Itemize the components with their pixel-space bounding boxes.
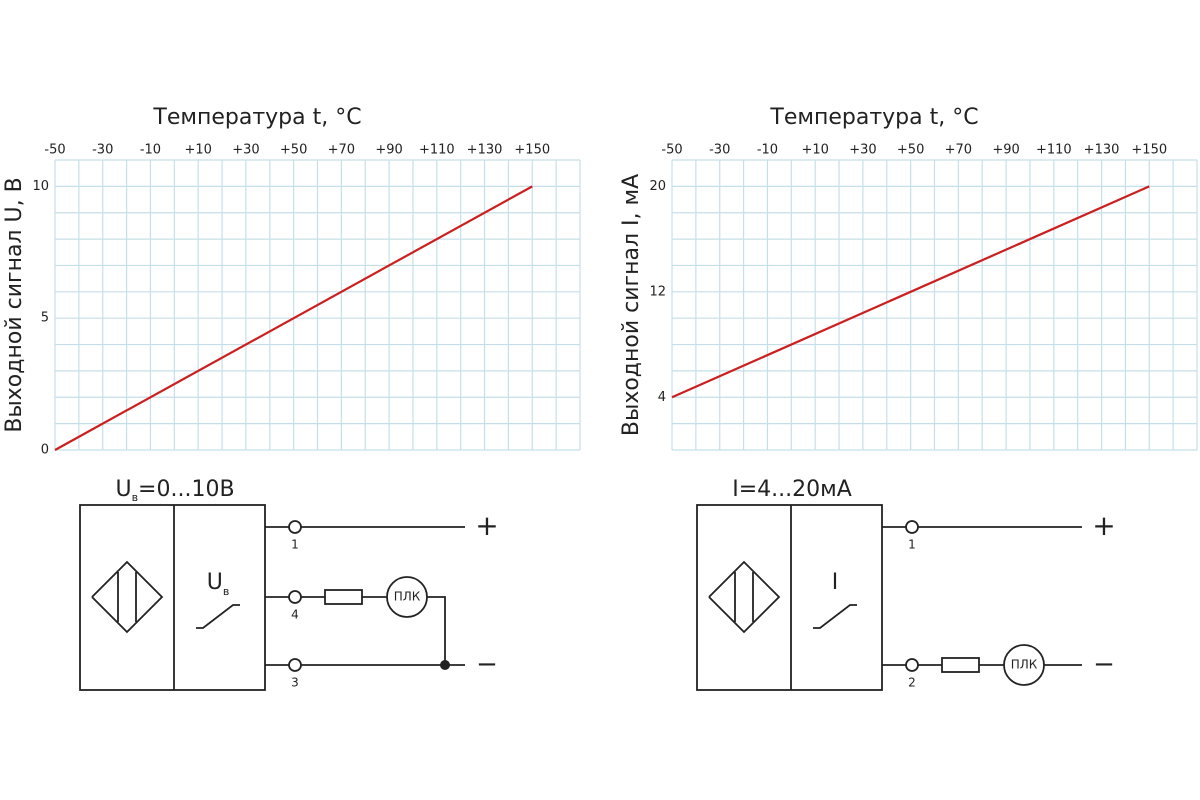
x-tick-label: +130 [1084, 143, 1120, 158]
output-label: I [832, 570, 839, 595]
x-tick-label: -30 [709, 143, 730, 158]
resistor [324, 589, 363, 605]
output-part: в [223, 585, 229, 598]
output-label: Uв [207, 570, 230, 598]
title-part: в [132, 491, 138, 504]
sensor-symbol [91, 560, 164, 634]
y-tick-label: 4 [658, 390, 666, 405]
diagram-title: I=4...20мА [732, 477, 852, 502]
x-tick-label: +110 [1036, 143, 1072, 158]
x-tick-label: +130 [467, 143, 503, 158]
x-tick-label: +30 [849, 143, 876, 158]
title-part: I=4...20мА [732, 477, 852, 502]
terminal [905, 658, 919, 672]
y-tick-label: 5 [41, 311, 49, 326]
sensor-box [79, 504, 266, 691]
x-tick-label: +50 [897, 143, 924, 158]
y-tick-label: 12 [649, 284, 666, 299]
sensor-box [696, 504, 883, 691]
y-axis-title: Выходной сигнал U, В [2, 177, 27, 432]
wire [427, 596, 446, 665]
x-tick-label: -10 [140, 143, 161, 158]
x-tick-label: -30 [92, 143, 113, 158]
junction [440, 660, 450, 670]
plc-label: ПЛК [394, 590, 421, 604]
x-tick-label: +30 [232, 143, 259, 158]
terminal [288, 520, 302, 534]
plus-label: + [1092, 509, 1115, 542]
switch-symbol [196, 604, 240, 629]
terminal [905, 520, 919, 534]
x-tick-label: +70 [945, 143, 972, 158]
y-axis-title: Выходной сигнал I, мА [619, 174, 644, 436]
circuit: I=4...20мА I 1 2 + − ПЛК [696, 477, 1116, 691]
x-tick-label: +10 [184, 143, 211, 158]
y-tick-label: 0 [41, 443, 49, 458]
terminal-label: 1 [908, 538, 916, 552]
output-part: I [832, 570, 839, 595]
diagram-title: Uв=0...10В [115, 477, 234, 504]
data-line [671, 185, 1150, 399]
x-axis-title: Температура t, °C [769, 105, 978, 130]
y-tick-label: 20 [649, 179, 666, 194]
x-tick-label: +50 [280, 143, 307, 158]
x-axis-title: Температура t, °C [152, 105, 361, 130]
x-tick-label: +150 [1131, 143, 1167, 158]
x-tick-label: -10 [757, 143, 778, 158]
minus-label: − [1093, 650, 1115, 680]
y-tick-label: 10 [32, 179, 49, 194]
x-tick-label: +90 [992, 143, 1019, 158]
x-tick-label: +10 [801, 143, 828, 158]
switch-symbol [813, 604, 857, 629]
x-tick-label: +150 [514, 143, 550, 158]
x-tick-label: +90 [375, 143, 402, 158]
title-part: =0...10В [138, 477, 235, 502]
terminal-label: 3 [291, 676, 299, 690]
x-tick-label: -50 [44, 143, 65, 158]
x-tick-label: +70 [328, 143, 355, 158]
terminal-label: 4 [291, 608, 299, 622]
x-tick-label: -50 [661, 143, 682, 158]
output-part: U [207, 570, 223, 595]
minus-label: − [476, 650, 498, 680]
x-tick-label: +110 [419, 143, 455, 158]
terminal [288, 658, 302, 672]
terminal-label: 1 [291, 538, 299, 552]
terminal [288, 590, 302, 604]
data-line [54, 185, 533, 451]
resistor [941, 657, 980, 673]
sensor-symbol [708, 560, 781, 634]
plus-label: + [475, 509, 498, 542]
plc-label: ПЛК [1011, 658, 1038, 672]
title-part: U [115, 477, 131, 502]
terminal-label: 2 [908, 676, 916, 690]
